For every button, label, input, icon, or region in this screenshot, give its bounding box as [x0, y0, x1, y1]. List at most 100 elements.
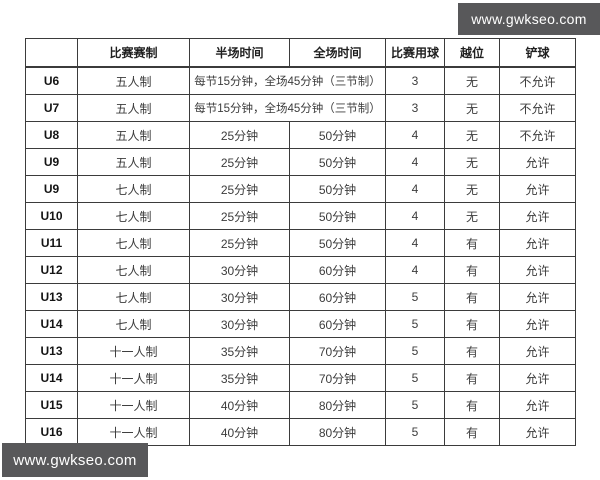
ball-size-cell: 3: [385, 66, 445, 95]
ball-size-cell: 4: [385, 175, 445, 203]
age-cell: U12: [25, 256, 78, 284]
half-time-cell: 25分钟: [189, 175, 290, 203]
age-cell: U7: [25, 94, 78, 122]
offside-cell: 有: [444, 283, 500, 311]
table-row: U9 七人制 25分钟 50分钟 4 无允许: [25, 175, 576, 203]
format-cell: 七人制: [77, 175, 190, 203]
watermark-bottom-left: www.gwkseo.com: [2, 443, 148, 477]
ball-size-cell: 5: [385, 391, 445, 419]
tackle-cell: 允许: [499, 229, 576, 257]
table-row: U13 十一人制 35分钟 70分钟 5 有允许: [25, 337, 576, 365]
ball-size-cell: 5: [385, 283, 445, 311]
header-cell-tackle: 铲球: [499, 38, 576, 68]
tackle-cell: 允许: [499, 364, 576, 392]
tackle-cell: 不允许: [499, 121, 576, 149]
ball-size-cell: 5: [385, 364, 445, 392]
tackle-cell: 允许: [499, 175, 576, 203]
tackle-cell: 允许: [499, 202, 576, 230]
time-cell-merged: 每节15分钟，全场45分钟（三节制）: [189, 94, 386, 122]
tackle-cell: 允许: [499, 337, 576, 365]
table-row: U11 七人制 25分钟 50分钟 4 有允许: [25, 229, 576, 257]
offside-cell: 无: [444, 121, 500, 149]
half-time-cell: 40分钟: [189, 391, 290, 419]
ball-size-cell: 4: [385, 202, 445, 230]
format-cell: 七人制: [77, 283, 190, 311]
header-cell-offside: 越位: [444, 38, 500, 68]
format-cell: 五人制: [77, 94, 190, 122]
format-cell: 五人制: [77, 148, 190, 176]
full-time-cell: 70分钟: [289, 337, 386, 365]
tackle-cell: 允许: [499, 310, 576, 338]
age-cell: U6: [25, 66, 78, 95]
table-row: U8 五人制 25分钟 50分钟 4 无不允许: [25, 121, 576, 149]
ball-size-cell: 4: [385, 256, 445, 284]
header-cell-half-time: 半场时间: [189, 38, 290, 68]
age-cell: U14: [25, 310, 78, 338]
table-row: U14 十一人制 35分钟 70分钟 5 有允许: [25, 364, 576, 392]
offside-cell: 有: [444, 256, 500, 284]
format-cell: 十一人制: [77, 391, 190, 419]
ball-size-cell: 5: [385, 310, 445, 338]
tackle-cell: 允许: [499, 391, 576, 419]
format-cell: 七人制: [77, 310, 190, 338]
offside-cell: 无: [444, 175, 500, 203]
full-time-cell: 80分钟: [289, 418, 386, 446]
full-time-cell: 80分钟: [289, 391, 386, 419]
age-cell: U15: [25, 391, 78, 419]
offside-cell: 无: [444, 148, 500, 176]
format-cell: 十一人制: [77, 337, 190, 365]
youth-match-rules-table: 比赛赛制 半场时间 全场时间 比赛用球 越位 铲球 U6 五人制 每节15分钟，全场…: [25, 38, 576, 446]
tackle-cell: 允许: [499, 256, 576, 284]
header-cell-full-time: 全场时间: [289, 38, 386, 68]
offside-cell: 有: [444, 337, 500, 365]
table-row: U7 五人制 每节15分钟，全场45分钟（三节制） 3 无不允许: [25, 94, 576, 122]
half-time-cell: 25分钟: [189, 121, 290, 149]
age-cell: U11: [25, 229, 78, 257]
age-cell: U13: [25, 283, 78, 311]
full-time-cell: 60分钟: [289, 310, 386, 338]
age-cell: U8: [25, 121, 78, 149]
offside-cell: 有: [444, 391, 500, 419]
half-time-cell: 30分钟: [189, 256, 290, 284]
half-time-cell: 30分钟: [189, 283, 290, 311]
half-time-cell: 25分钟: [189, 229, 290, 257]
offside-cell: 无: [444, 202, 500, 230]
header-cell-format: 比赛赛制: [77, 38, 190, 68]
ball-size-cell: 4: [385, 121, 445, 149]
offside-cell: 有: [444, 310, 500, 338]
format-cell: 七人制: [77, 229, 190, 257]
full-time-cell: 50分钟: [289, 229, 386, 257]
header-cell-age: [25, 38, 78, 68]
format-cell: 七人制: [77, 202, 190, 230]
format-cell: 十一人制: [77, 364, 190, 392]
half-time-cell: 35分钟: [189, 337, 290, 365]
full-time-cell: 60分钟: [289, 256, 386, 284]
format-cell: 五人制: [77, 121, 190, 149]
time-cell-merged: 每节15分钟，全场45分钟（三节制）: [189, 66, 386, 95]
full-time-cell: 50分钟: [289, 121, 386, 149]
ball-size-cell: 4: [385, 148, 445, 176]
format-cell: 十一人制: [77, 418, 190, 446]
tackle-cell: 不允许: [499, 94, 576, 122]
ball-size-cell: 3: [385, 94, 445, 122]
tackle-cell: 允许: [499, 148, 576, 176]
table-row: U13 七人制 30分钟 60分钟 5 有允许: [25, 283, 576, 311]
format-cell: 五人制: [77, 66, 190, 95]
tackle-cell: 允许: [499, 418, 576, 446]
age-cell: U10: [25, 202, 78, 230]
table-row: U16 十一人制 40分钟 80分钟 5 有允许: [25, 418, 576, 446]
age-cell: U13: [25, 337, 78, 365]
age-cell: U9: [25, 148, 78, 176]
age-cell: U9: [25, 175, 78, 203]
offside-cell: 无: [444, 94, 500, 122]
offside-cell: 有: [444, 229, 500, 257]
full-time-cell: 70分钟: [289, 364, 386, 392]
half-time-cell: 35分钟: [189, 364, 290, 392]
ball-size-cell: 5: [385, 337, 445, 365]
ball-size-cell: 5: [385, 418, 445, 446]
full-time-cell: 50分钟: [289, 175, 386, 203]
header-cell-ball: 比赛用球: [385, 38, 445, 68]
full-time-cell: 60分钟: [289, 283, 386, 311]
age-cell: U16: [25, 418, 78, 446]
tackle-cell: 允许: [499, 283, 576, 311]
